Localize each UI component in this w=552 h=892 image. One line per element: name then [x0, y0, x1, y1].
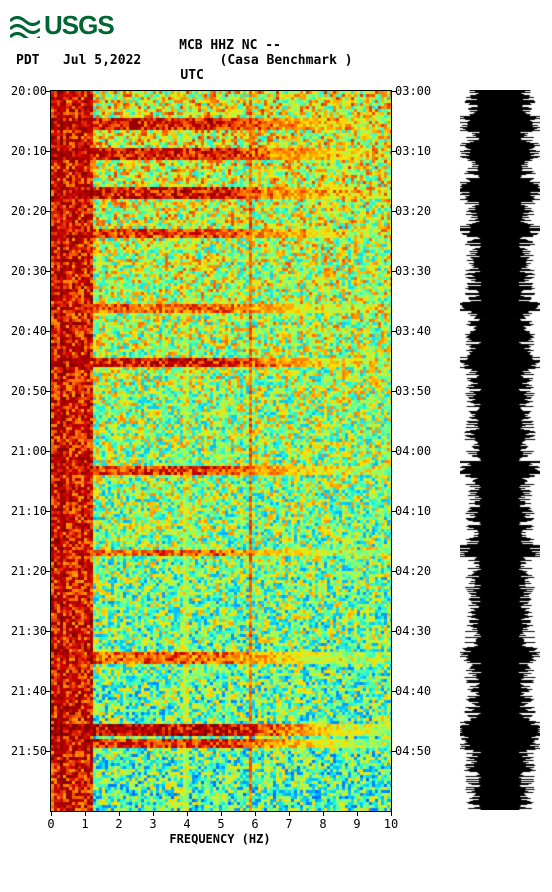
y-left-label: 21:50 — [11, 744, 51, 758]
y-left-label: 20:40 — [11, 324, 51, 338]
y-left-label: 20:30 — [11, 264, 51, 278]
x-bottom-label: 0 — [47, 811, 54, 831]
spectrogram-canvas — [51, 91, 391, 811]
x-bottom-label: 7 — [285, 811, 292, 831]
x-bottom-label: 1 — [81, 811, 88, 831]
y-right-label: 03:30 — [391, 264, 431, 278]
y-right-label: 04:20 — [391, 564, 431, 578]
x-axis-title: FREQUENCY (HZ) — [50, 832, 390, 846]
plot-header: MCB HHZ NC -- PDT Jul 5,2022 (Casa Bench… — [0, 38, 460, 83]
usgs-logo: USGS — [10, 10, 114, 41]
station-line: MCB HHZ NC -- — [0, 38, 460, 53]
y-right-label: 03:50 — [391, 384, 431, 398]
y-right-label: 03:10 — [391, 144, 431, 158]
x-bottom-label: 5 — [217, 811, 224, 831]
y-left-label: 20:50 — [11, 384, 51, 398]
y-right-label: 04:50 — [391, 744, 431, 758]
y-left-label: 20:10 — [11, 144, 51, 158]
y-left-label: 21:40 — [11, 684, 51, 698]
location: (Casa Benchmark ) — [220, 53, 353, 68]
waveform-panel — [460, 90, 540, 810]
y-right-label: 04:00 — [391, 444, 431, 458]
y-right-label: 03:20 — [391, 204, 431, 218]
x-bottom-label: 8 — [319, 811, 326, 831]
waveform-canvas — [460, 90, 540, 810]
spectrogram-plot: 20:0020:1020:2020:3020:4020:5021:0021:10… — [50, 90, 392, 812]
y-left-label: 20:00 — [11, 84, 51, 98]
date: Jul 5,2022 — [63, 53, 141, 68]
logo-text: USGS — [44, 10, 114, 41]
x-bottom-label: 3 — [149, 811, 156, 831]
x-bottom-label: 4 — [183, 811, 190, 831]
y-left-label: 21:10 — [11, 504, 51, 518]
y-right-label: 04:40 — [391, 684, 431, 698]
x-bottom-label: 9 — [353, 811, 360, 831]
x-bottom-label: 2 — [115, 811, 122, 831]
x-bottom-label: 6 — [251, 811, 258, 831]
right-tz: UTC — [180, 68, 203, 83]
y-right-label: 03:00 — [391, 84, 431, 98]
y-left-label: 20:20 — [11, 204, 51, 218]
y-left-label: 21:20 — [11, 564, 51, 578]
y-right-label: 04:30 — [391, 624, 431, 638]
y-left-label: 21:30 — [11, 624, 51, 638]
y-left-label: 21:00 — [11, 444, 51, 458]
left-tz: PDT — [16, 53, 39, 68]
y-right-label: 03:40 — [391, 324, 431, 338]
y-right-label: 04:10 — [391, 504, 431, 518]
x-bottom-label: 10 — [384, 811, 398, 831]
usgs-wave-icon — [10, 14, 40, 38]
